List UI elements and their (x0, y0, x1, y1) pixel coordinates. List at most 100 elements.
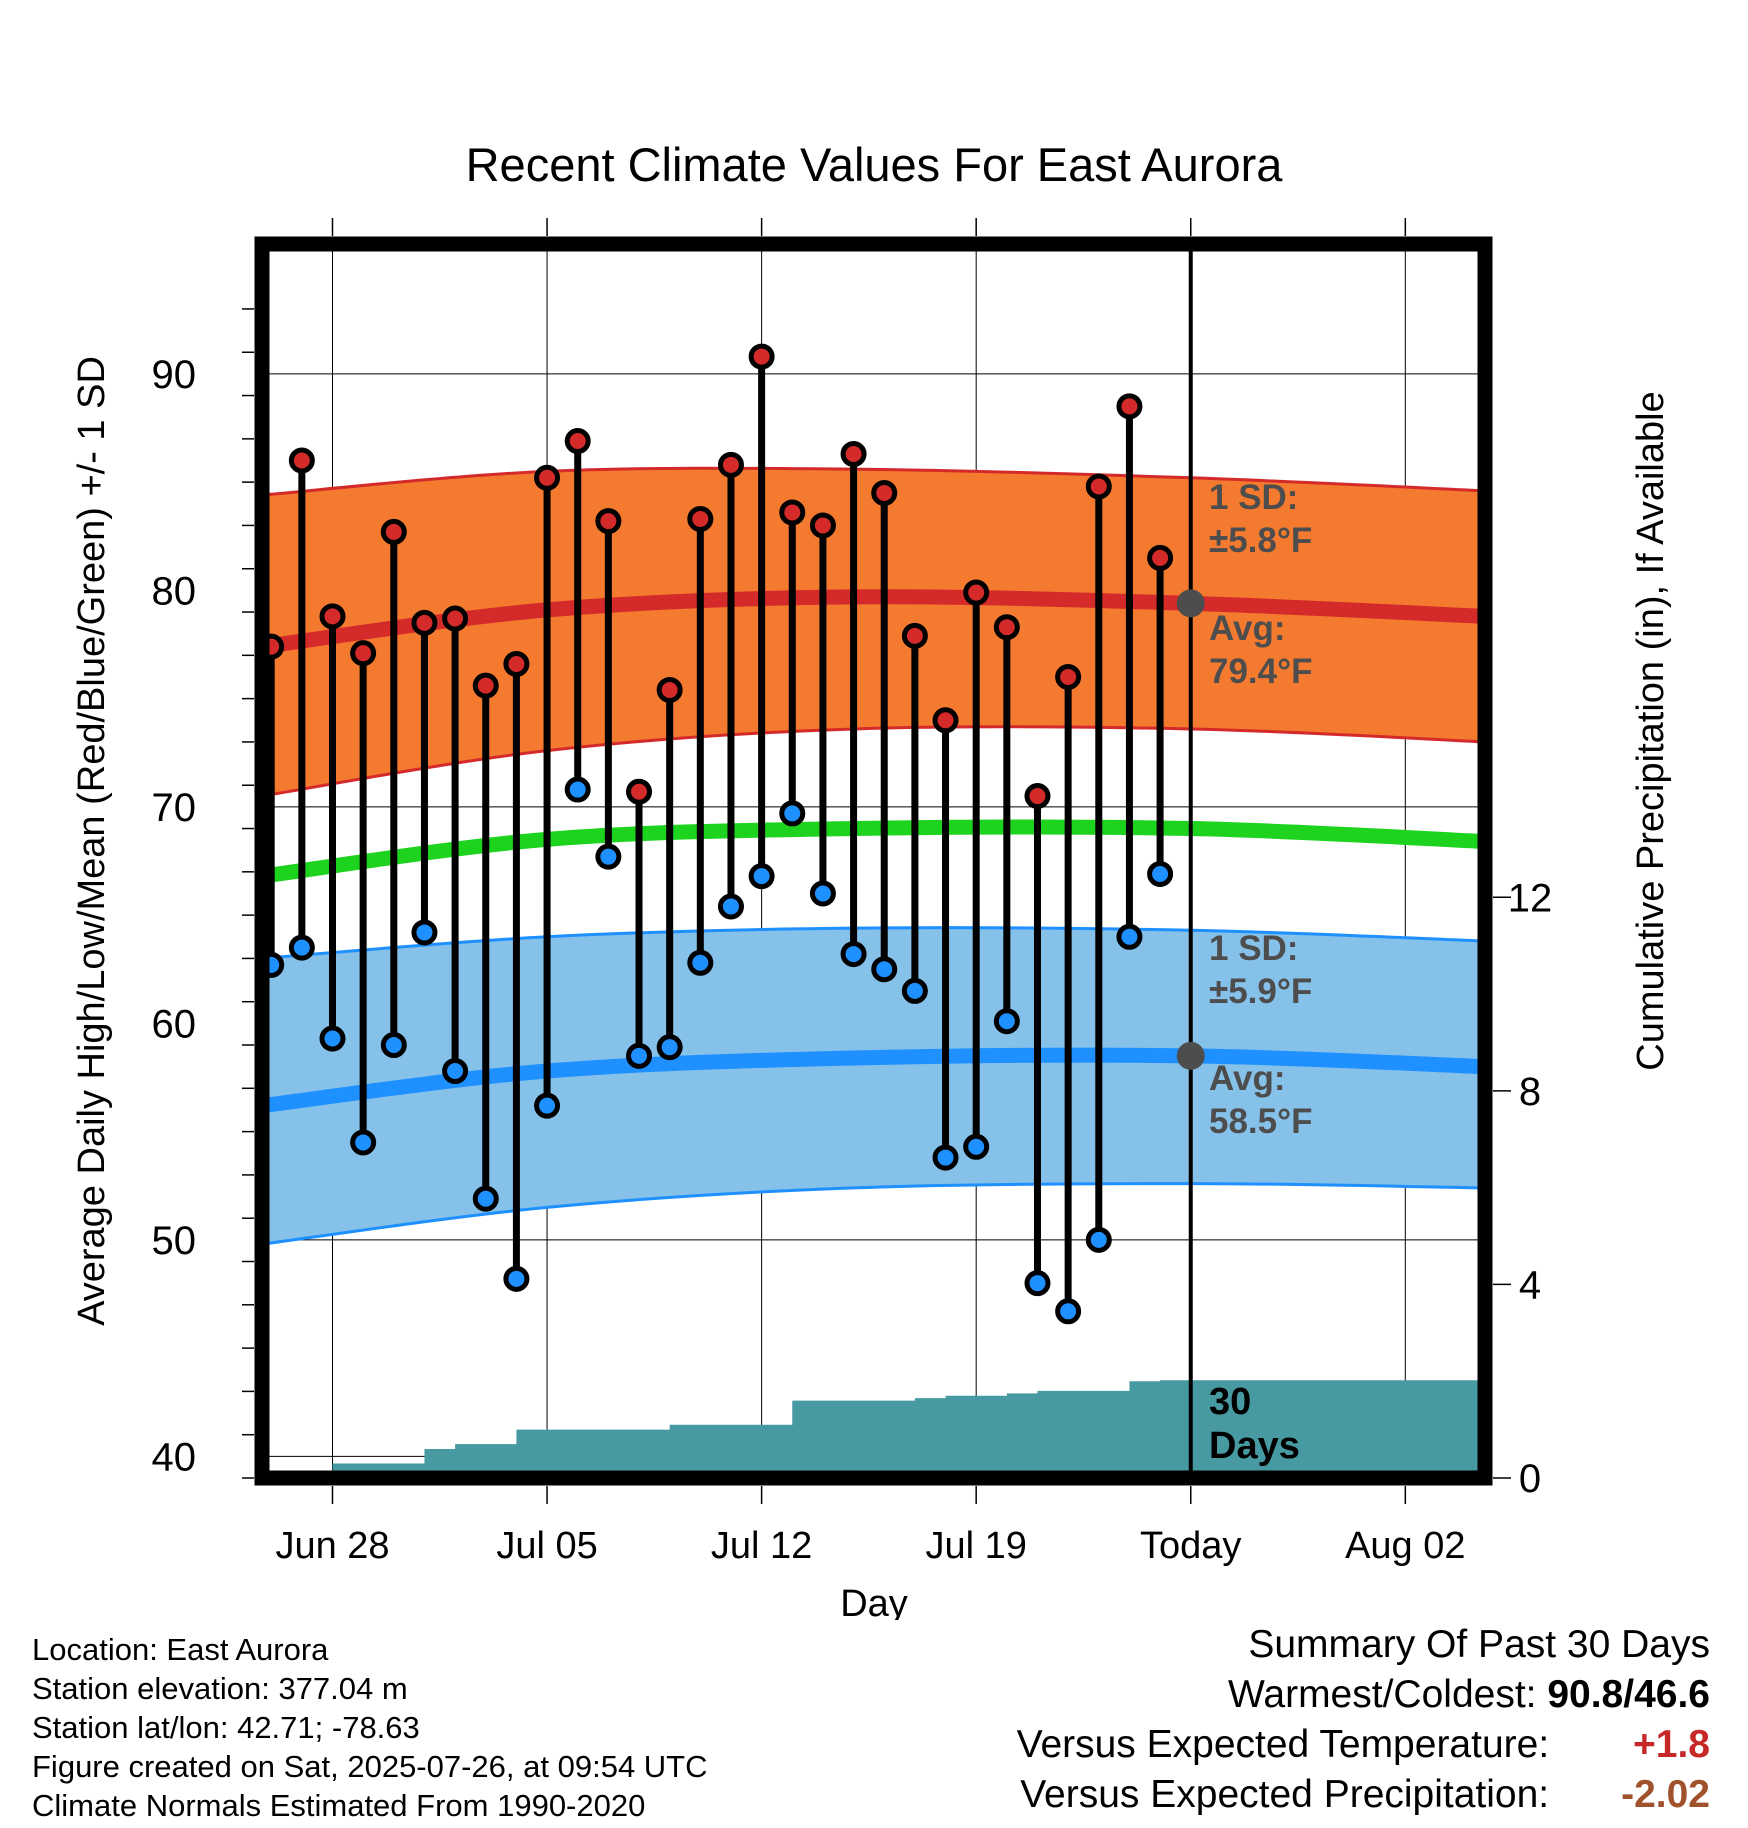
plot-frame (254, 236, 1493, 1486)
x-tick-label: Jul 12 (711, 1525, 812, 1567)
daily-low-point (993, 1008, 1020, 1035)
x-tick-label: Jul 19 (925, 1525, 1026, 1567)
daily-high-point (503, 650, 530, 677)
daily-low-point (1024, 1270, 1051, 1297)
summary-panel: Summary Of Past 30 Days Warmest/Coldest:… (1017, 1620, 1710, 1820)
daily-low-point (564, 776, 591, 803)
daily-high-point (963, 579, 990, 606)
daily-high-point (809, 512, 836, 539)
daily-high-point (840, 440, 867, 467)
daily-high-point (1116, 393, 1143, 420)
station-info: Location: East Aurora Station elevation:… (32, 1630, 708, 1825)
y-axis-title-left: Average Daily High/Low/Mean (Red/Blue/Gr… (71, 356, 113, 1326)
latlon-text: Station lat/lon: 42.71; -78.63 (32, 1710, 420, 1745)
high-sd-annotation-line: 1 SD: (1209, 478, 1298, 517)
y-axis-title-right: Cumulative Precipitation (in), If Availa… (1630, 391, 1672, 1070)
created-text: Figure created on Sat, 2025-07-26, at 09… (32, 1749, 708, 1784)
daily-low-point (748, 863, 775, 890)
high-avg-annotation: Avg: 79.4°F (1209, 609, 1313, 691)
daily-high-point (1024, 783, 1051, 810)
daily-high-point (932, 707, 959, 734)
today-low-avg-marker (1176, 1041, 1205, 1070)
daily-high-point (871, 479, 898, 506)
y-tick-label-right: 12 (1508, 876, 1553, 920)
precip-anomaly-row: Versus Expected Precipitation: -2.02 (1017, 1770, 1710, 1820)
daily-high-point (350, 640, 377, 667)
y-tick-label-left: 90 (152, 353, 197, 397)
daily-high-point (411, 609, 438, 636)
days-annotation: 30 Days (1209, 1381, 1300, 1467)
daily-high-point (687, 505, 714, 532)
daily-low-point (442, 1057, 469, 1084)
daily-low-point (901, 977, 928, 1004)
low-sd-lower (262, 1182, 1485, 1246)
low-sd-annotation-line: 1 SD: (1209, 929, 1298, 968)
normals-text: Climate Normals Estimated From 1990-2020 (32, 1788, 646, 1823)
daily-high-point (1085, 473, 1112, 500)
daily-high-point (779, 499, 806, 526)
daily-high-point (901, 622, 928, 649)
daily-low-point (350, 1129, 377, 1156)
x-tick-label: Jun 28 (275, 1525, 389, 1567)
precip-anomaly-value: -2.02 (1621, 1773, 1710, 1816)
temp-anomaly-value: +1.8 (1633, 1723, 1710, 1766)
x-tick-label: Jul 05 (496, 1525, 597, 1567)
climate-chart: Recent Climate Values For East Aurora 40… (71, 138, 1672, 1620)
daily-low-point (1055, 1298, 1082, 1325)
daily-low-point (319, 1025, 346, 1052)
precip-area (262, 1380, 1485, 1478)
daily-high-point (1147, 544, 1174, 571)
summary-title: Summary Of Past 30 Days (1248, 1623, 1710, 1666)
location-text: Location: East Aurora (32, 1632, 329, 1667)
x-tick-label: Aug 02 (1345, 1525, 1465, 1567)
daily-high-point (993, 614, 1020, 641)
daily-high-point (534, 464, 561, 491)
daily-high-point (564, 428, 591, 455)
daily-high-point (748, 343, 775, 370)
x-axis-title: Day (840, 1583, 908, 1620)
daily-low-point (595, 843, 622, 870)
y-tick-label-right: 8 (1519, 1070, 1541, 1114)
warmest-coldest-value: 90.8/46.6 (1547, 1673, 1710, 1716)
plot-area (262, 244, 1485, 1478)
warmest-coldest-row: Warmest/Coldest: 90.8/46.6 (1017, 1670, 1710, 1720)
daily-low-point (1147, 860, 1174, 887)
low-avg-annotation: Avg: 58.5°F (1209, 1059, 1313, 1141)
temp-anomaly-row: Versus Expected Temperature: +1.8 (1017, 1720, 1710, 1770)
days-annotation-line: Days (1209, 1425, 1300, 1467)
daily-low-point (534, 1092, 561, 1119)
low-avg-annotation-line: Avg: (1209, 1059, 1285, 1098)
daily-low-point (840, 941, 867, 968)
daily-low-point (687, 949, 714, 976)
low-sd-band (262, 927, 1485, 1245)
y-tick-label-left: 60 (152, 1002, 197, 1046)
daily-high-point (288, 447, 315, 474)
high-sd-annotation-line: ±5.8°F (1209, 521, 1312, 560)
daily-low-point (503, 1265, 530, 1292)
y-tick-label-left: 80 (152, 569, 197, 613)
daily-low-point (779, 800, 806, 827)
y-tick-label-right: 0 (1519, 1457, 1541, 1501)
daily-high-point (1055, 663, 1082, 690)
daily-low-point (472, 1185, 499, 1212)
daily-low-point (932, 1144, 959, 1171)
daily-low-point (1116, 923, 1143, 950)
daily-high-point (380, 518, 407, 545)
daily-low-point (717, 893, 744, 920)
high-sd-annotation: 1 SD: ±5.8°F (1209, 478, 1312, 560)
x-tick-label: Today (1140, 1525, 1241, 1567)
daily-high-point (472, 672, 499, 699)
daily-high-point (717, 451, 744, 478)
daily-low-point (656, 1034, 683, 1061)
y-tick-label-left: 40 (152, 1435, 197, 1479)
low-sd-annotation: 1 SD: ±5.9°F (1209, 929, 1312, 1011)
today-high-avg-marker (1176, 589, 1205, 618)
daily-high-point (595, 508, 622, 535)
y-tick-label-left: 70 (152, 786, 197, 830)
low-avg-annotation-line: 58.5°F (1209, 1102, 1313, 1141)
precip-anomaly-label: Versus Expected Precipitation: (1020, 1773, 1550, 1816)
daily-high-point (442, 605, 469, 632)
high-avg-annotation-line: 79.4°F (1209, 652, 1313, 691)
daily-high-point (656, 676, 683, 703)
days-annotation-line: 30 (1209, 1381, 1251, 1423)
